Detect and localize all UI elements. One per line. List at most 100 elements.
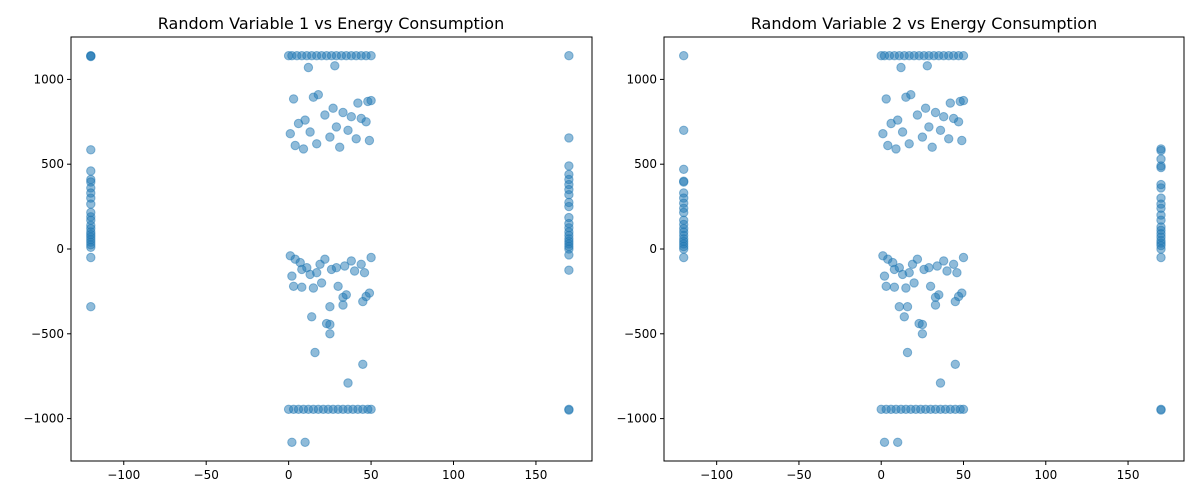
data-point [290,140,300,151]
data-point [346,112,356,122]
data-point [86,166,96,176]
scatter-chart-2: Random Variable 2 vs Energy Consumption … [616,14,1185,482]
x-tick-label: 50 [363,468,378,482]
data-point [86,145,96,155]
x-axis: −100 −50 0 50 100 150 [107,461,547,482]
data-point [316,278,327,288]
data-point [958,95,969,106]
data-point [86,302,96,312]
data-point [883,140,893,151]
data-point [351,134,361,144]
data-point [312,139,322,149]
data-point [325,319,335,330]
data-point [364,135,375,146]
data-point [679,51,689,61]
data-point [889,282,900,292]
x-tick-label: −100 [107,468,140,482]
x-tick-label: 50 [956,468,971,482]
data-point [886,118,896,129]
data-point [86,199,96,209]
data-point [904,268,914,278]
data-point [899,312,909,322]
data-point [300,437,310,447]
y-tick-label: 500 [634,157,657,171]
data-point [901,92,911,102]
data-point [320,254,330,264]
data-point [896,62,906,73]
data-point [893,437,903,447]
data-point [958,404,969,414]
data-point [889,264,900,275]
data-point [924,263,934,273]
data-point [1156,405,1166,415]
data-point [564,405,574,415]
data-points [679,51,1166,447]
data-point [679,207,689,218]
data-point [957,135,967,146]
data-point [1156,162,1166,173]
data-point [935,378,946,388]
data-point [564,133,574,143]
data-point [366,51,376,61]
data-points [86,51,574,447]
scatter-chart-1: Random Variable 1 vs Energy Consumption … [23,14,593,482]
data-point [950,296,960,307]
data-point [320,110,330,120]
x-tick-label: −50 [786,468,811,482]
chart-title: Random Variable 1 vs Energy Consumption [158,14,504,33]
data-point [310,347,320,358]
data-point [881,94,891,104]
data-point [939,256,949,266]
y-tick-label: 1000 [626,72,657,86]
x-tick-label: 150 [1117,468,1140,482]
data-point [1156,244,1166,254]
data-point [86,51,96,61]
data-point [564,190,574,200]
data-point [325,132,335,142]
data-point [288,281,299,291]
data-point [312,268,322,278]
data-point [356,259,366,269]
y-tick-label: 1000 [33,72,64,86]
data-point [86,252,96,263]
data-point [346,256,356,266]
data-point [894,302,904,312]
data-point [330,61,340,71]
x-tick-label: 150 [524,468,547,482]
data-point [948,259,959,269]
data-point [909,278,919,288]
data-point [922,61,932,71]
data-point [958,51,969,61]
data-point [307,312,317,322]
data-point [358,359,368,369]
y-tick-label: −1000 [23,412,64,426]
data-point [564,201,574,212]
data-point [879,271,890,281]
data-point [881,281,891,291]
data-point [297,264,307,275]
data-point [1156,252,1166,263]
data-point [925,281,936,291]
data-point [930,107,941,118]
data-point [945,98,955,108]
data-point [930,292,941,302]
data-point [920,103,931,113]
data-point [366,252,376,263]
data-point [287,271,297,281]
y-tick-label: 500 [41,157,64,171]
x-tick-label: 0 [285,468,293,482]
data-point [366,95,376,106]
data-point [891,144,901,154]
y-axis: −1000 −500 0 500 1000 [616,72,664,426]
data-point [679,252,689,263]
x-axis: −100 −50 0 50 100 150 [700,461,1140,482]
data-point [338,300,348,310]
y-tick-label: 0 [56,242,64,256]
data-point [331,122,342,132]
data-point [338,107,348,118]
y-tick-label: −500 [31,327,64,341]
data-point [335,142,345,152]
data-point [902,347,913,358]
data-point [338,292,348,302]
